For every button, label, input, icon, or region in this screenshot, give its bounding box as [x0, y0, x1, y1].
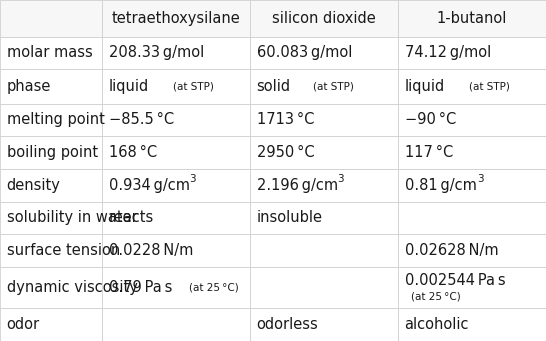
Bar	[102, 69, 250, 104]
Bar	[102, 104, 250, 136]
Bar	[102, 36, 250, 69]
Text: (at STP): (at STP)	[173, 81, 213, 91]
Text: 60.083 g/mol: 60.083 g/mol	[257, 45, 352, 60]
Text: −85.5 °C: −85.5 °C	[109, 113, 174, 128]
Text: 3: 3	[477, 174, 483, 184]
Bar	[102, 308, 250, 341]
Text: molar mass: molar mass	[7, 45, 92, 60]
Bar	[250, 69, 398, 104]
Bar	[398, 169, 546, 202]
Text: liquid: liquid	[109, 79, 149, 94]
Text: dynamic viscosity: dynamic viscosity	[7, 280, 138, 295]
Text: (at STP): (at STP)	[469, 81, 509, 91]
Bar	[398, 36, 546, 69]
Text: tetraethoxysilane: tetraethoxysilane	[112, 11, 240, 26]
Bar	[250, 36, 398, 69]
Text: −90 °C: −90 °C	[405, 113, 456, 128]
Text: (at 25 °C): (at 25 °C)	[189, 283, 239, 293]
Bar	[398, 234, 546, 267]
Bar	[102, 267, 250, 308]
Bar	[250, 136, 398, 169]
Bar	[250, 202, 398, 234]
Text: 0.81 g/cm: 0.81 g/cm	[405, 178, 477, 193]
Bar	[102, 202, 250, 234]
Text: surface tension: surface tension	[7, 243, 120, 258]
Text: 0.934 g/cm: 0.934 g/cm	[109, 178, 189, 193]
Text: solid: solid	[257, 79, 290, 94]
Text: silicon dioxide: silicon dioxide	[272, 11, 376, 26]
Text: 0.002544 Pa s: 0.002544 Pa s	[405, 273, 505, 288]
Bar	[0, 104, 102, 136]
Text: 168 °C: 168 °C	[109, 145, 157, 160]
Text: (at 25 °C): (at 25 °C)	[411, 292, 461, 302]
Bar	[398, 0, 546, 36]
Bar	[0, 234, 102, 267]
Bar	[250, 0, 398, 36]
Text: odorless: odorless	[257, 317, 318, 332]
Bar	[102, 234, 250, 267]
Text: alcoholic: alcoholic	[405, 317, 469, 332]
Bar	[0, 169, 102, 202]
Bar	[0, 0, 102, 36]
Bar	[250, 234, 398, 267]
Text: 2950 °C: 2950 °C	[257, 145, 314, 160]
Text: 2.196 g/cm: 2.196 g/cm	[257, 178, 338, 193]
Text: 1-butanol: 1-butanol	[437, 11, 507, 26]
Text: 0.0228 N/m: 0.0228 N/m	[109, 243, 193, 258]
Text: 0.79 Pa s: 0.79 Pa s	[109, 280, 172, 295]
Text: 74.12 g/mol: 74.12 g/mol	[405, 45, 491, 60]
Bar	[398, 69, 546, 104]
Text: 3: 3	[189, 174, 195, 184]
Text: solubility in water: solubility in water	[7, 210, 137, 225]
Text: melting point: melting point	[7, 113, 104, 128]
Bar	[398, 202, 546, 234]
Bar	[0, 69, 102, 104]
Text: 208.33 g/mol: 208.33 g/mol	[109, 45, 204, 60]
Bar	[250, 169, 398, 202]
Text: density: density	[7, 178, 61, 193]
Bar	[102, 136, 250, 169]
Text: 1713 °C: 1713 °C	[257, 113, 314, 128]
Bar	[0, 136, 102, 169]
Text: liquid: liquid	[405, 79, 445, 94]
Bar	[398, 308, 546, 341]
Text: boiling point: boiling point	[7, 145, 98, 160]
Text: 117 °C: 117 °C	[405, 145, 453, 160]
Text: 0.02628 N/m: 0.02628 N/m	[405, 243, 498, 258]
Bar	[250, 104, 398, 136]
Bar	[102, 169, 250, 202]
Bar	[0, 36, 102, 69]
Bar	[398, 104, 546, 136]
Bar	[250, 267, 398, 308]
Bar	[102, 0, 250, 36]
Text: reacts: reacts	[109, 210, 154, 225]
Bar	[398, 136, 546, 169]
Bar	[0, 202, 102, 234]
Bar	[0, 308, 102, 341]
Text: odor: odor	[7, 317, 40, 332]
Bar	[0, 267, 102, 308]
Text: 3: 3	[337, 174, 343, 184]
Bar	[250, 308, 398, 341]
Text: phase: phase	[7, 79, 51, 94]
Text: (at STP): (at STP)	[313, 81, 354, 91]
Text: insoluble: insoluble	[257, 210, 323, 225]
Bar	[398, 267, 546, 308]
